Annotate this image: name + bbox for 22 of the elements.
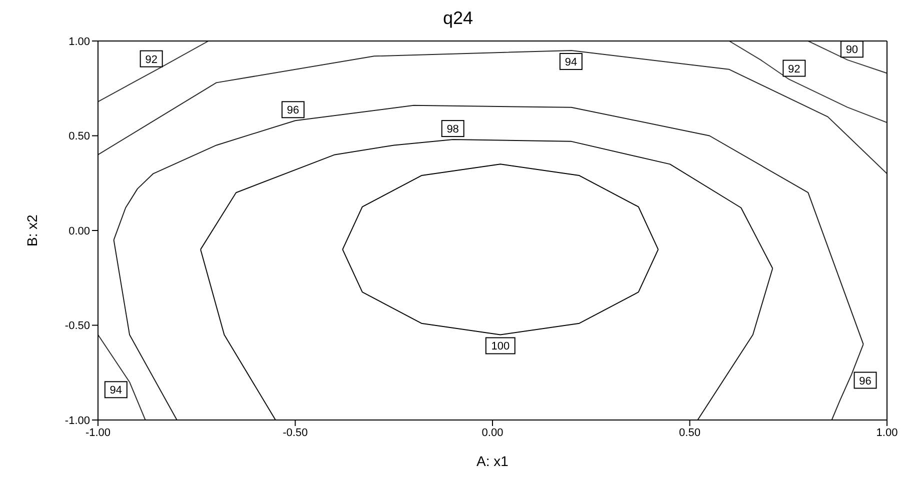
series-label: 96 (859, 375, 872, 388)
x-tick-label: -0.50 (282, 426, 308, 439)
series-label: 92 (145, 54, 158, 66)
y-tick-label: -0.50 (64, 320, 90, 332)
y-axis-title: B: x2 (24, 214, 40, 246)
series-label: 94 (564, 56, 578, 68)
series-label: 100 (491, 340, 510, 353)
x-axis-title: A: x1 (476, 453, 509, 469)
x-tick-label: 0.50 (679, 426, 700, 439)
x-tick-label: -1.00 (85, 426, 111, 439)
series-label: 96 (286, 104, 300, 117)
y-tick-label: 0.50 (68, 130, 90, 143)
y-tick-label: -1.00 (64, 414, 90, 427)
y-tick-label: 1.00 (68, 36, 90, 48)
chart-title: q24 (442, 8, 474, 30)
series-label: 94 (110, 384, 122, 397)
x-tick-label: 1.00 (876, 426, 898, 439)
x-tick-label: 0.00 (482, 426, 504, 439)
y-tick-label: 0.00 (68, 225, 90, 238)
series-label: 90 (846, 44, 858, 56)
series-label: 92 (788, 63, 800, 76)
series-label: 98 (446, 124, 459, 136)
